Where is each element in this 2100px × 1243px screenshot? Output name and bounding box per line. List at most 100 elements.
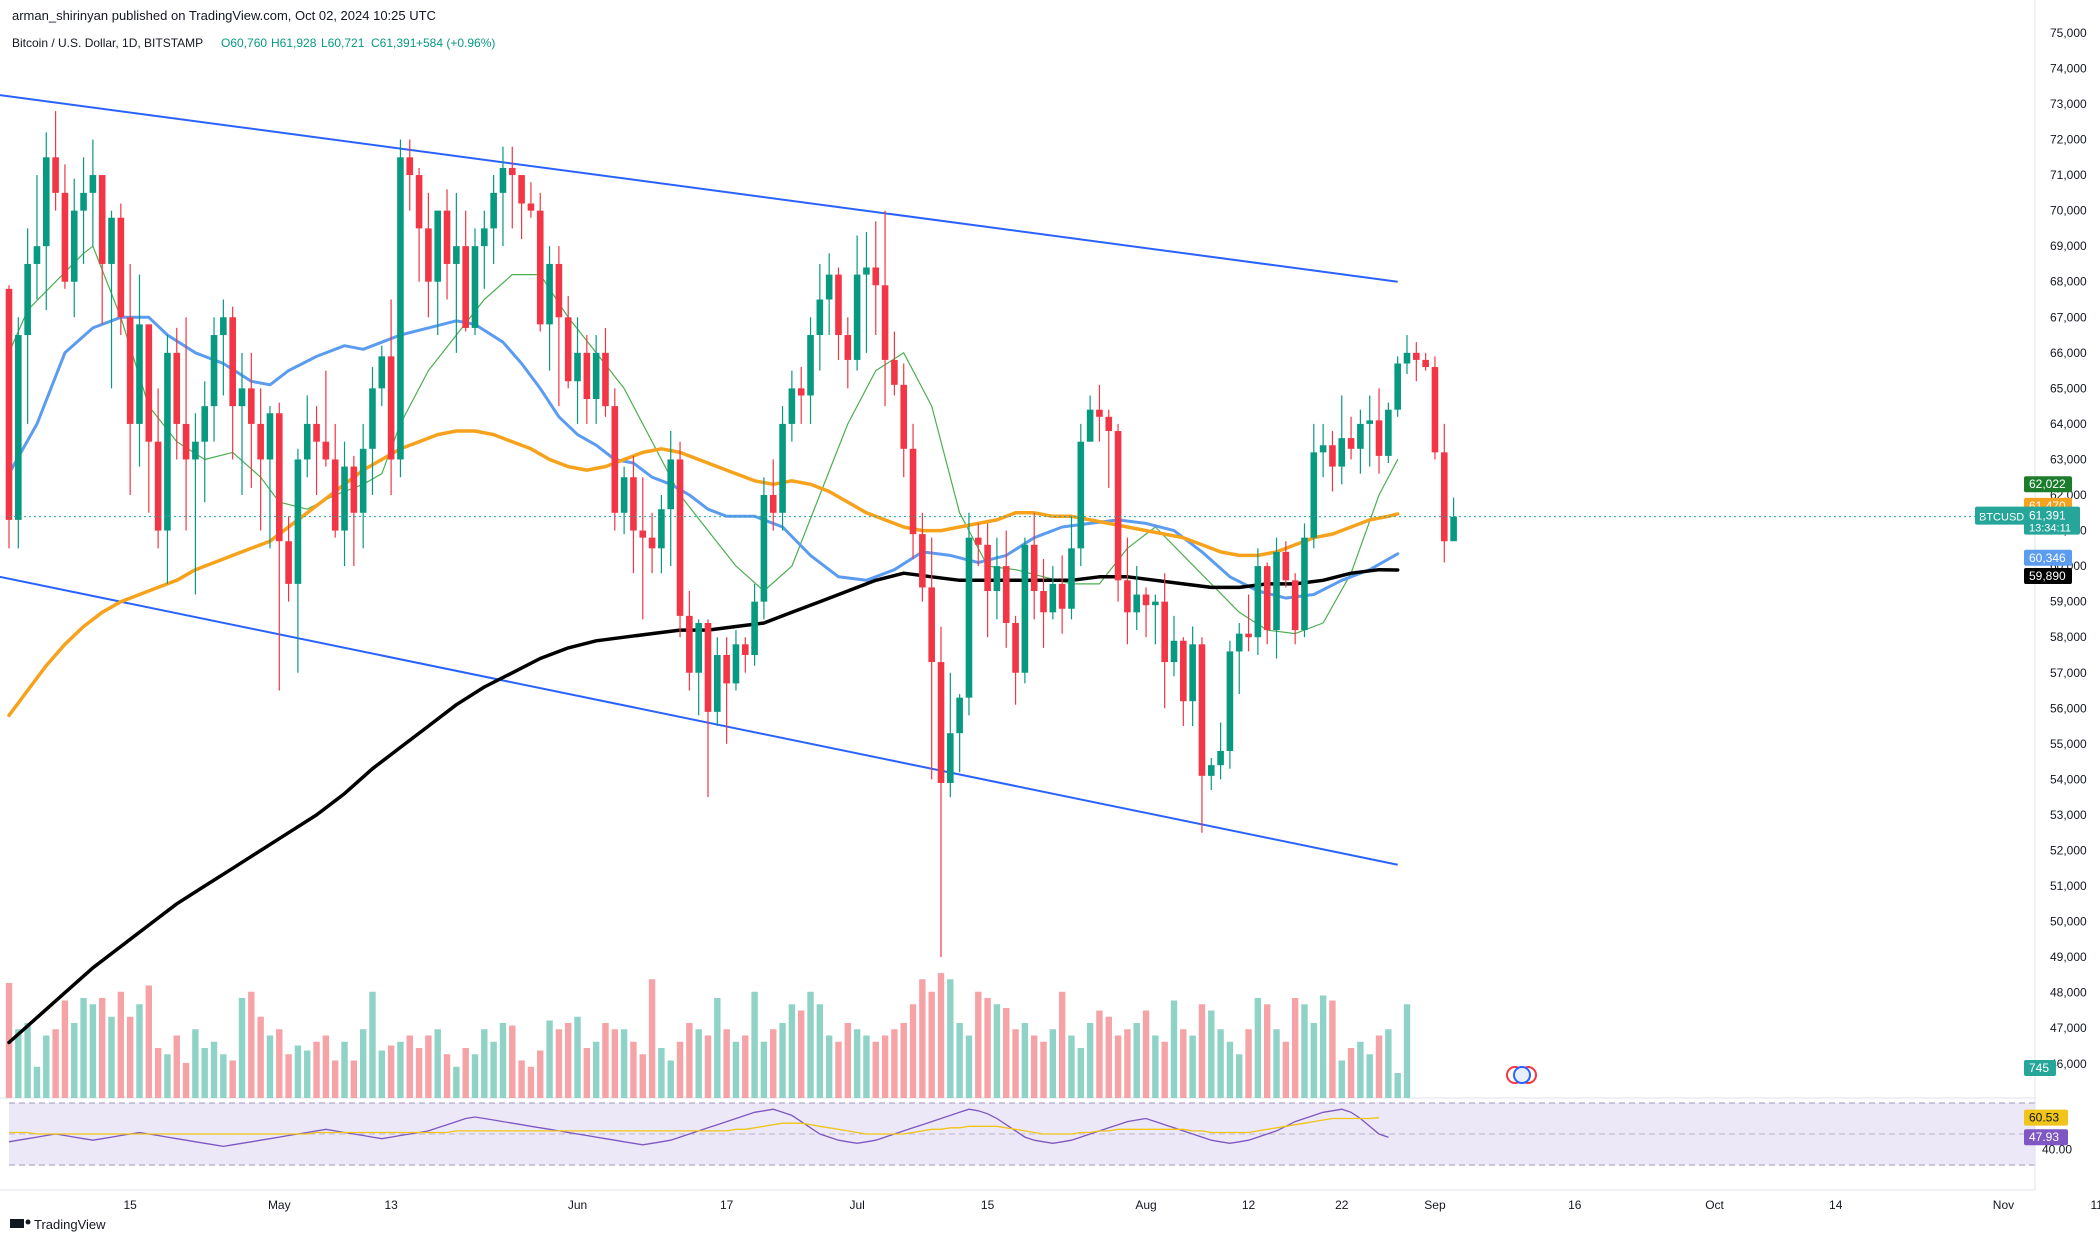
candle-body: [266, 413, 274, 460]
candle-body: [602, 352, 609, 407]
candle-body: [61, 192, 69, 282]
volume-bar: [1273, 1029, 1280, 1098]
candle-body: [686, 615, 693, 673]
volume-value-label-text: 745: [2029, 1061, 2049, 1075]
volume-bar: [369, 991, 376, 1098]
volume-bar: [1058, 991, 1066, 1098]
candle-body: [993, 566, 1001, 591]
volume-bar: [1040, 1041, 1047, 1098]
candle-body: [974, 537, 982, 545]
tradingview-brand: TradingView: [34, 1217, 106, 1232]
price-tick-label: 74,000: [2050, 61, 2087, 75]
volume-bar: [43, 1035, 50, 1098]
price-axis: 75,000 74,000 73,000 72,000 71,000 70,000 69,0…: [2050, 26, 2087, 1071]
volume-bar: [825, 1035, 833, 1098]
volume-bar: [565, 1023, 572, 1098]
candle-body: [1431, 367, 1439, 453]
price-tick-label: 66,000: [2050, 346, 2087, 360]
volume-bar: [1086, 1023, 1094, 1098]
volume-bar: [154, 1048, 162, 1098]
volume-bar: [33, 1066, 41, 1098]
candle-body: [1217, 750, 1224, 766]
volume-bar: [760, 1041, 768, 1098]
volume-bar: [984, 998, 991, 1098]
rsi-value-label: 47.93: [2024, 1129, 2068, 1146]
candle-body: [714, 654, 721, 712]
price-tick-label: 57,000: [2050, 666, 2087, 680]
price-tick-label: 65,000: [2050, 381, 2087, 395]
volume-bar: [1394, 1073, 1401, 1098]
volume-bar: [1012, 1029, 1019, 1098]
candle-body: [732, 644, 740, 684]
candle-body: [210, 335, 218, 407]
candle-body: [1040, 590, 1047, 613]
candle-body: [499, 167, 507, 193]
candle-body: [620, 477, 628, 513]
volume-bar: [229, 1060, 236, 1098]
volume-bar: [99, 998, 106, 1098]
candle-body: [639, 530, 647, 538]
price-tick-label: 49,000: [2050, 950, 2087, 964]
volume-bar: [332, 1060, 339, 1098]
candle-body: [481, 228, 488, 247]
candle-body: [98, 175, 106, 264]
candle-body: [52, 157, 59, 193]
volume-value-label: 745: [2024, 1060, 2056, 1076]
event-flag-icon[interactable]: [1513, 1066, 1531, 1084]
candle-body: [350, 466, 358, 513]
ma50-label: 60,346: [2024, 549, 2072, 566]
candle-body: [779, 423, 786, 513]
volume-bar: [1189, 1035, 1196, 1098]
volume-bar: [15, 1029, 22, 1098]
price-tick-label: 68,000: [2050, 275, 2087, 289]
candle-body: [863, 267, 870, 275]
candle-body: [1301, 537, 1308, 631]
volume-bar: [462, 1048, 469, 1098]
volume-bar: [695, 1029, 702, 1098]
instrument-title[interactable]: Bitcoin / U.S. Dollar, 1D, BITSTAMP: [12, 36, 203, 50]
volume-bar: [1254, 998, 1262, 1098]
volume-bar: [378, 1050, 385, 1098]
volume-bar: [602, 1023, 609, 1098]
volume-bar: [1236, 1054, 1243, 1098]
candle-body: [1366, 420, 1374, 424]
ohlc-open: O60,760: [221, 36, 267, 50]
volume-bar: [1357, 1041, 1364, 1098]
candle-body: [891, 359, 898, 385]
ma50-label-text: 60,346: [2029, 551, 2066, 565]
event-flags[interactable]: [1506, 1066, 1537, 1084]
candle-body: [872, 267, 880, 286]
ma20-label: 62,022: [2024, 476, 2072, 493]
candle-body: [490, 192, 497, 229]
volume-bar: [686, 1023, 693, 1098]
volume-bar: [1049, 1029, 1057, 1098]
time-tick-label: 15: [981, 1198, 995, 1212]
volume-bar: [835, 1041, 842, 1098]
volume-bar: [108, 1016, 115, 1098]
volume-bar: [322, 1035, 330, 1098]
candle-body: [1403, 352, 1411, 364]
candle-body: [937, 662, 945, 783]
candle-body: [33, 246, 41, 264]
volume-bar: [639, 1054, 646, 1098]
candle-body: [797, 388, 805, 396]
volume-bar: [816, 1004, 824, 1098]
ohlc-low: L60,721: [321, 36, 365, 50]
volume-bar: [89, 1004, 97, 1098]
time-tick-label: 15: [123, 1198, 137, 1212]
volume-bar: [490, 1041, 497, 1098]
candle-body: [574, 352, 581, 382]
candle-body: [248, 388, 255, 424]
volume-bar: [1105, 1016, 1112, 1098]
volume-bar: [1114, 1035, 1122, 1098]
volume-bar: [965, 1035, 973, 1098]
volume-bar: [1403, 1004, 1411, 1098]
volume-bar: [350, 1060, 358, 1098]
volume-bar: [453, 1066, 460, 1098]
candle-body: [1329, 445, 1336, 467]
volume-bar: [723, 1029, 730, 1098]
volume-bar: [732, 1041, 740, 1098]
price-tick-label: 63,000: [2050, 452, 2087, 466]
tradingview-logo[interactable]: TradingView: [10, 1217, 106, 1232]
